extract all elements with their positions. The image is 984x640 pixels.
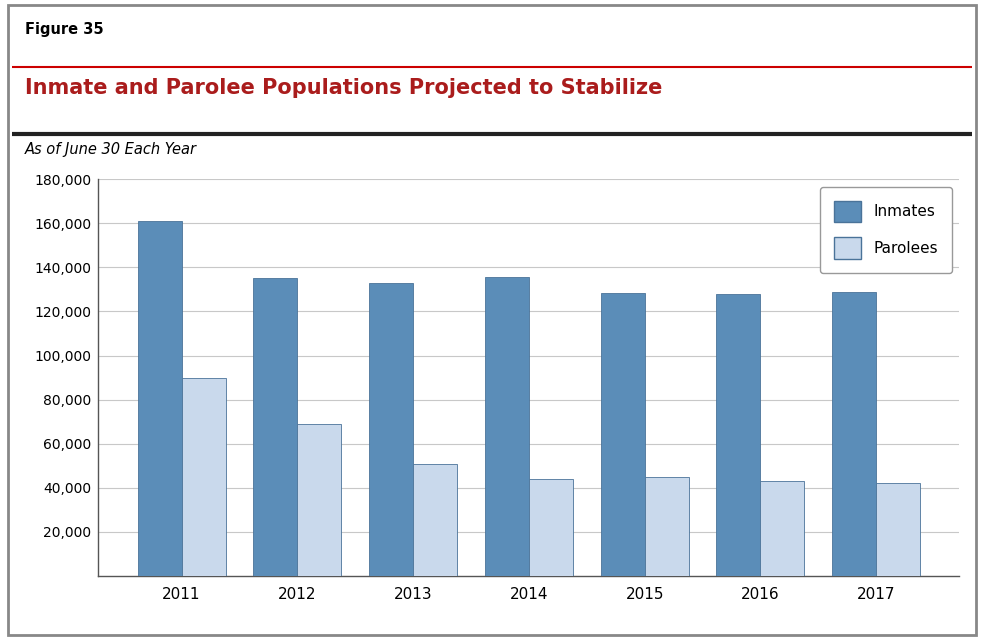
Bar xyxy=(600,292,645,576)
Bar xyxy=(645,477,689,576)
Text: As of June 30 Each Year: As of June 30 Each Year xyxy=(25,142,197,157)
Bar xyxy=(877,483,920,576)
Bar xyxy=(716,294,761,576)
Bar xyxy=(138,221,181,576)
Bar xyxy=(413,463,458,576)
Bar xyxy=(485,277,529,576)
Bar xyxy=(529,479,573,576)
Bar xyxy=(832,292,877,576)
Bar xyxy=(297,424,341,576)
Text: Figure 35: Figure 35 xyxy=(25,22,103,37)
Text: Inmate and Parolee Populations Projected to Stabilize: Inmate and Parolee Populations Projected… xyxy=(25,78,662,98)
Bar xyxy=(253,278,297,576)
Bar xyxy=(369,283,413,576)
Bar xyxy=(761,481,805,576)
Bar xyxy=(181,378,225,576)
Legend: Inmates, Parolees: Inmates, Parolees xyxy=(820,187,952,273)
